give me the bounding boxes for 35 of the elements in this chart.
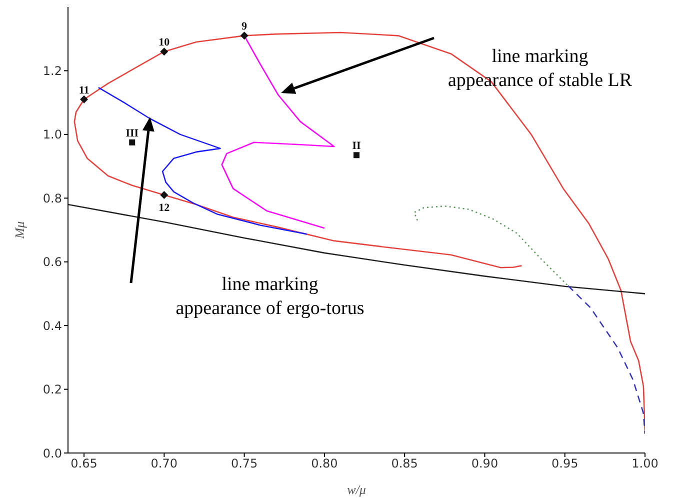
annotation: II: [352, 140, 361, 152]
annotation: 10: [158, 36, 170, 49]
x-tick-label: 0.90: [471, 456, 498, 471]
point: [160, 190, 168, 199]
x-tick-label: 0.70: [150, 456, 178, 471]
y-tick-label: 0.6: [42, 255, 62, 270]
point: [80, 95, 88, 104]
point: [240, 32, 248, 40]
y-tick-label: 0.8: [42, 191, 62, 206]
annotation: III: [126, 127, 139, 140]
annotation: 12: [158, 202, 170, 214]
y-tick-label: 0.4: [42, 318, 62, 333]
point: [354, 152, 360, 158]
x-tick-label: 0.95: [552, 456, 578, 471]
y-tick-label: 0.2: [42, 382, 62, 397]
annotation: 9: [242, 20, 248, 33]
x-tick-label: 0.85: [391, 456, 418, 471]
annotation: line marking appearance of ergo-torus: [176, 274, 364, 319]
line-series: [98, 86, 308, 235]
x-tick-label: 0.65: [70, 456, 98, 471]
y-axis-title: Mμ: [12, 220, 27, 240]
line-series: [414, 205, 569, 286]
x-axis-title: w/μ: [347, 482, 366, 497]
x-tick-label: 0.75: [230, 456, 258, 471]
point: [129, 139, 136, 146]
y-tick-label: 1.0: [42, 128, 62, 142]
point: [160, 48, 168, 56]
line-series: [68, 204, 645, 294]
line-series: [74, 32, 645, 432]
annotation: 11: [78, 84, 90, 96]
y-tick-label: 0.0: [42, 446, 62, 460]
x-tick-label: 1.00: [632, 456, 658, 471]
x-tick-label: 0.80: [311, 456, 338, 471]
line-series: [567, 285, 645, 435]
y-tick-label: 1.2: [42, 64, 62, 78]
